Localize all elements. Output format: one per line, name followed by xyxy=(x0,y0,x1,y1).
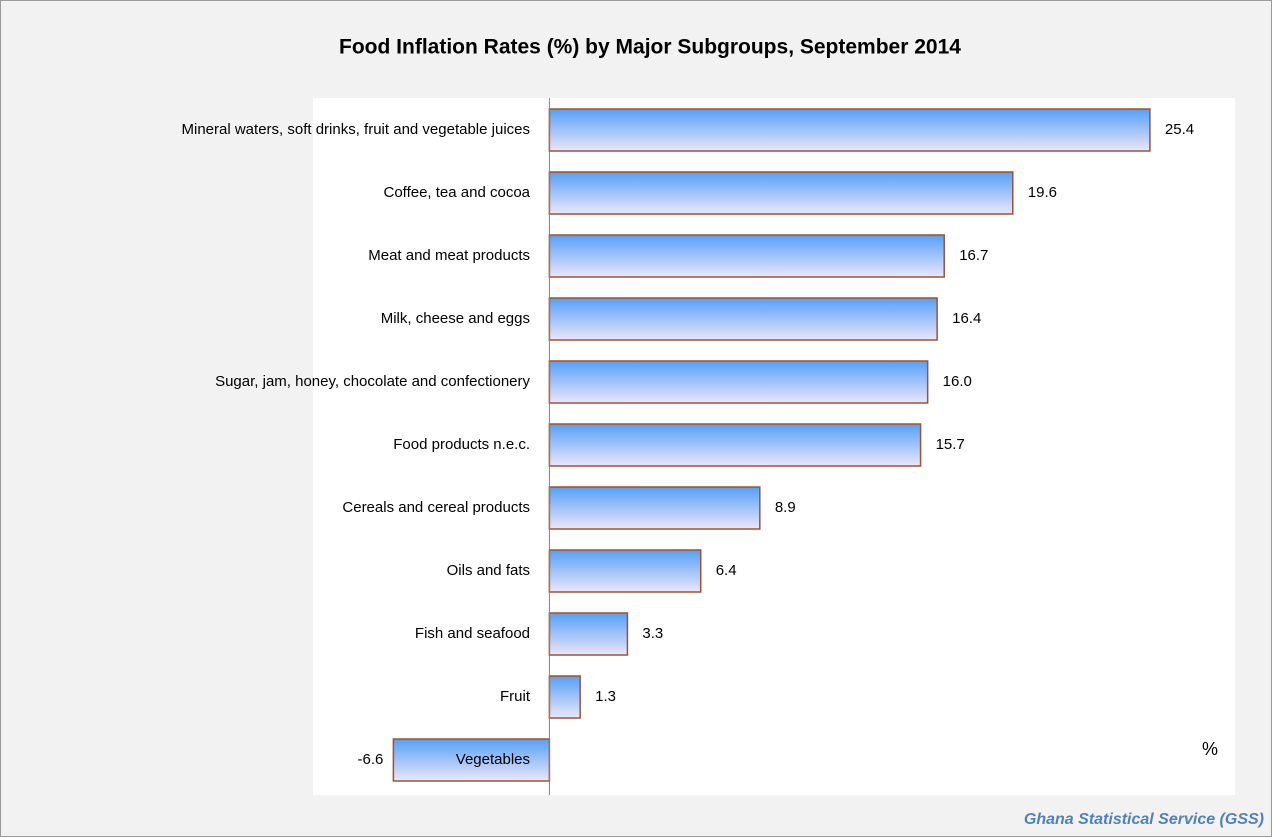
value-label: 25.4 xyxy=(1165,121,1194,138)
value-label: 8.9 xyxy=(775,499,796,516)
value-label: 6.4 xyxy=(716,562,737,579)
category-label: Food products n.e.c. xyxy=(393,436,530,453)
bar xyxy=(548,171,1014,215)
bar xyxy=(548,549,702,593)
value-label: 16.0 xyxy=(943,373,972,390)
value-label: -6.6 xyxy=(358,751,384,768)
value-label: 1.3 xyxy=(595,688,616,705)
source: Ghana Statistical Service (GSS) xyxy=(1024,811,1264,828)
category-label: Cereals and cereal products xyxy=(342,499,530,516)
value-label: 3.3 xyxy=(642,625,663,642)
value-label: 16.7 xyxy=(959,247,988,264)
bar xyxy=(548,612,629,656)
category-label: Coffee, tea and cocoa xyxy=(384,184,531,201)
bar xyxy=(548,108,1151,152)
category-label: Oils and fats xyxy=(447,562,530,579)
bar xyxy=(548,297,938,341)
chart-title: Food Inflation Rates (%) by Major Subgro… xyxy=(339,36,961,59)
category-label: Sugar, jam, honey, chocolate and confect… xyxy=(215,373,530,390)
value-label: 15.7 xyxy=(936,436,965,453)
category-label: Fish and seafood xyxy=(415,625,530,642)
bar xyxy=(548,360,929,404)
bar xyxy=(392,738,551,782)
category-label: Milk, cheese and eggs xyxy=(381,310,530,327)
category-label: Fruit xyxy=(500,688,531,705)
bar xyxy=(548,675,581,719)
category-label: Mineral waters, soft drinks, fruit and v… xyxy=(182,121,531,138)
category-label: Meat and meat products xyxy=(368,247,530,264)
value-label: 16.4 xyxy=(952,310,981,327)
bar xyxy=(548,234,945,278)
bar xyxy=(548,423,922,467)
axis-label: % xyxy=(1202,739,1218,759)
bar xyxy=(548,486,761,530)
category-label: Vegetables xyxy=(456,751,530,768)
value-label: 19.6 xyxy=(1028,184,1057,201)
